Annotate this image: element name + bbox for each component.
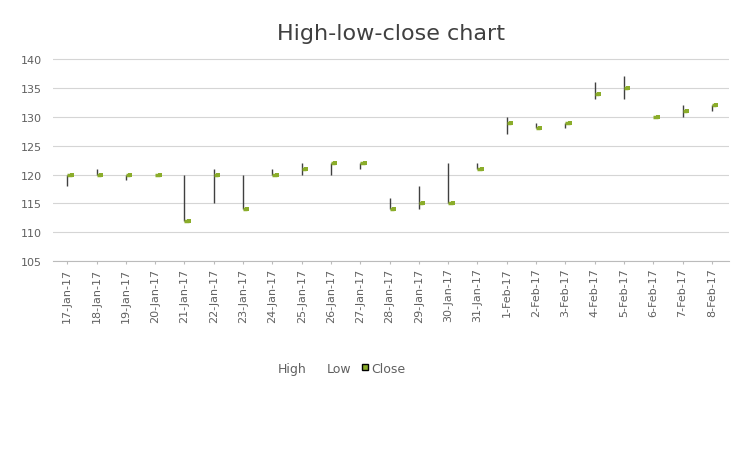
Title: High-low-close chart: High-low-close chart	[277, 24, 505, 44]
Legend: High, Low, Close: High, Low, Close	[263, 357, 411, 380]
